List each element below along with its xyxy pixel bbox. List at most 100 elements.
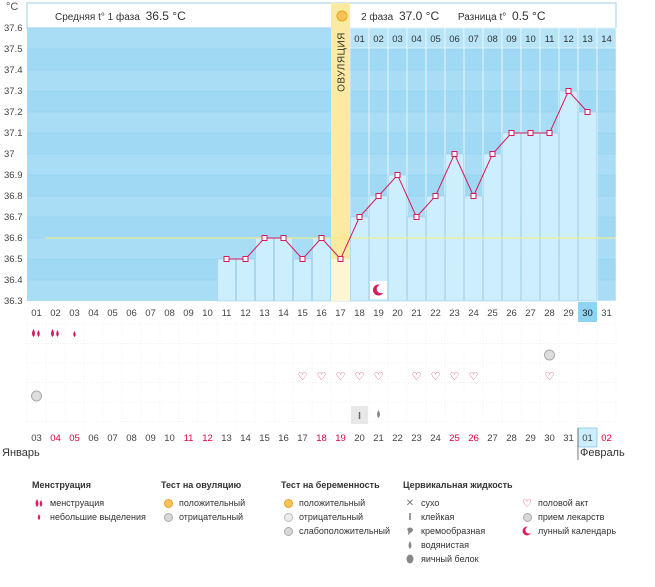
ovulation-label: ОВУЛЯЦИЯ (336, 32, 348, 92)
legend-other: . ♡половой акт прием лекарств лунный кал… (520, 480, 616, 538)
date-label: 28 (506, 433, 517, 444)
temperature-point (280, 235, 287, 241)
temperature-point (489, 151, 496, 157)
date-label: 06 (88, 433, 99, 444)
month-next: Февраль (580, 447, 625, 459)
watery-mark (377, 410, 380, 418)
grid-band (27, 70, 616, 91)
date-label: 27 (487, 433, 498, 444)
post-ovulation-day-label: 02 (373, 34, 384, 45)
current-day-highlight (578, 302, 597, 322)
y-tick-label: 37.4 (4, 65, 23, 76)
creamy-icon (403, 525, 417, 537)
ovulation-positive-icon (161, 498, 175, 508)
y-tick-label: 37.2 (4, 107, 23, 118)
intercourse-mark: ♡ (469, 371, 479, 383)
phase2-label: 2 фаза (361, 12, 394, 23)
date-label: 18 (316, 433, 327, 444)
legend-item: половой акт (538, 498, 589, 508)
y-tick-label: 37.5 (4, 44, 23, 55)
legend-pregnancy-test: Тест на беременность положительный отриц… (281, 480, 390, 538)
y-tick-label: 36.6 (4, 233, 23, 244)
grid-band (27, 112, 616, 133)
legend-ovulation-title: Тест на овуляцию (161, 480, 242, 490)
cycle-day-label: 20 (392, 308, 403, 319)
y-tick-label: 36.5 (4, 254, 23, 265)
temperature-bar (502, 132, 521, 302)
ovulation-column (331, 3, 350, 301)
cycle-day-label: 06 (126, 308, 137, 319)
temperature-point (261, 235, 268, 241)
legend-item: отрицательный (179, 512, 244, 522)
legend-menstruation: Менструация менструация небольшие выделе… (32, 480, 146, 524)
cycle-day-label: 19 (373, 308, 384, 319)
phase2-summary: 2 фаза 37.0 °C Разница t° 0.5 °C (361, 9, 545, 23)
temperature-bar (293, 258, 312, 302)
post-ovulation-day-label: 11 (545, 34, 555, 45)
cycle-day-label: 24 (468, 308, 479, 319)
phase1-label: Средняя t° 1 фаза (55, 12, 140, 23)
cycle-day-label: 13 (259, 308, 270, 319)
month-start: Январь (2, 447, 40, 459)
date-label: 13 (221, 433, 232, 444)
pregnancy-test-mark (31, 390, 42, 402)
legend-cervical-title: Цервикальная жидкость (403, 480, 513, 490)
y-tick-label: 37.6 (4, 23, 23, 34)
date-label: 31 (563, 433, 574, 444)
intercourse-mark: ♡ (545, 371, 555, 383)
legend-item: яичный белок (421, 554, 479, 564)
legend-item: водянистая (421, 540, 470, 550)
legend-ovulation-test: Тест на овуляцию положительный отрицател… (161, 480, 245, 524)
y-tick-label: 36.8 (4, 191, 23, 202)
post-ovulation-day-label: 05 (430, 34, 441, 45)
cycle-day-label: 03 (69, 308, 80, 319)
cycle-day-label: 29 (563, 308, 574, 319)
moon-icon (520, 525, 534, 537)
temperature-bar (445, 153, 464, 302)
date-label: 02 (601, 433, 612, 444)
legend-pregnancy-title: Тест на беременность (281, 480, 380, 490)
temperature-line (226, 90, 588, 260)
ovulation-bar (331, 259, 350, 301)
header-bar (26, 2, 617, 29)
menstruation-icon (32, 497, 46, 509)
intercourse-mark: ♡ (412, 371, 422, 383)
legend-item: кремообразная (421, 526, 486, 536)
intercourse-mark: ♡ (431, 371, 441, 383)
pregnancy-weak-icon (281, 526, 295, 536)
pill-icon (520, 512, 534, 522)
temperature-bar (578, 111, 597, 302)
date-label: 07 (107, 433, 118, 444)
date-label: 29 (525, 433, 536, 444)
date-label: 08 (126, 433, 137, 444)
pregnancy-positive-icon (281, 498, 295, 508)
temperature-bar (274, 237, 293, 302)
cycle-day-label: 11 (222, 308, 232, 319)
temperature-point (337, 256, 344, 262)
y-tick-label: 36.4 (4, 275, 23, 286)
menstruation-mark (32, 329, 40, 337)
moon-shadow (376, 284, 386, 294)
cycle-day-label: 07 (145, 308, 156, 319)
temperature-bar (521, 132, 540, 302)
cycle-day-label: 16 (316, 308, 327, 319)
temperature-bar (312, 237, 331, 302)
post-ovulation-day-label: 03 (392, 34, 403, 45)
date-label: 03 (31, 433, 42, 444)
phase1-value: 36.5 °C (145, 9, 186, 23)
medication-mark (544, 349, 555, 361)
diff-value: 0.5 °C (512, 9, 546, 23)
cycle-day-label: 23 (449, 308, 460, 319)
grid-band (27, 154, 616, 175)
phase2-value: 37.0 °C (398, 9, 440, 23)
egg-white-icon (403, 553, 417, 565)
post-ovulation-day-label: 10 (525, 34, 536, 45)
temperature-bar (407, 216, 426, 302)
intercourse-mark: ♡ (374, 371, 384, 383)
date-label: 05 (69, 433, 80, 444)
date-label: 25 (449, 433, 460, 444)
legend-item: слабоположительный (299, 526, 391, 536)
date-label: 24 (430, 433, 441, 444)
legend-item: положительный (179, 498, 246, 508)
